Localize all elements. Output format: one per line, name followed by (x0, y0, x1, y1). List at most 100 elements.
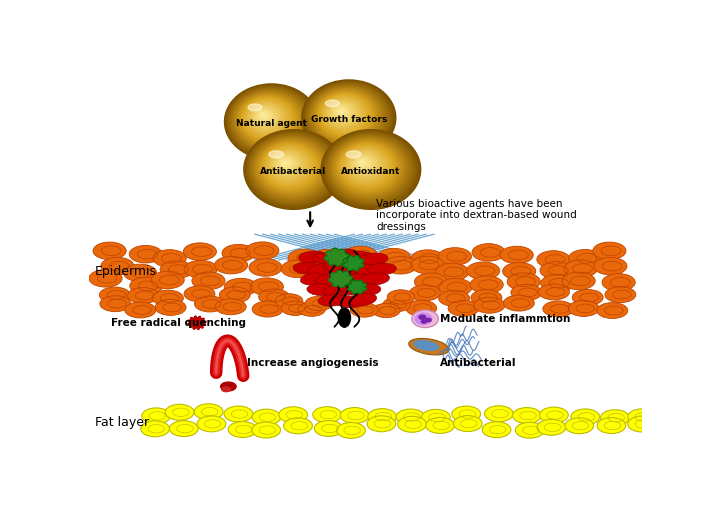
Ellipse shape (277, 156, 297, 172)
Ellipse shape (318, 294, 347, 306)
Ellipse shape (250, 278, 283, 295)
Ellipse shape (224, 406, 253, 422)
Ellipse shape (305, 296, 333, 311)
Ellipse shape (304, 82, 393, 154)
Ellipse shape (325, 133, 415, 205)
Ellipse shape (215, 299, 246, 315)
Ellipse shape (367, 416, 396, 432)
Ellipse shape (343, 147, 390, 185)
Ellipse shape (339, 110, 343, 113)
Ellipse shape (312, 88, 381, 143)
Ellipse shape (313, 407, 342, 422)
Ellipse shape (227, 85, 316, 157)
Ellipse shape (250, 134, 334, 202)
Ellipse shape (327, 100, 360, 127)
Ellipse shape (540, 407, 568, 423)
Ellipse shape (329, 249, 357, 261)
Ellipse shape (314, 420, 343, 436)
Ellipse shape (184, 261, 217, 278)
Polygon shape (324, 248, 349, 266)
Ellipse shape (265, 147, 312, 185)
Ellipse shape (246, 131, 340, 207)
Ellipse shape (562, 272, 595, 290)
Ellipse shape (346, 149, 386, 181)
Ellipse shape (322, 96, 366, 132)
Ellipse shape (352, 284, 381, 296)
Ellipse shape (140, 421, 170, 437)
Ellipse shape (317, 93, 374, 138)
Ellipse shape (314, 89, 379, 142)
Ellipse shape (332, 139, 404, 196)
Ellipse shape (316, 263, 349, 281)
Ellipse shape (471, 290, 502, 306)
Ellipse shape (280, 159, 290, 167)
Ellipse shape (346, 251, 374, 263)
Ellipse shape (254, 138, 329, 197)
Ellipse shape (406, 300, 436, 316)
Ellipse shape (426, 418, 454, 433)
Ellipse shape (337, 142, 399, 192)
Ellipse shape (396, 409, 425, 425)
Ellipse shape (507, 273, 540, 291)
Ellipse shape (332, 138, 406, 197)
Ellipse shape (351, 154, 378, 175)
Ellipse shape (252, 107, 278, 127)
Ellipse shape (245, 130, 342, 208)
Ellipse shape (282, 301, 309, 315)
Ellipse shape (252, 422, 280, 438)
Ellipse shape (368, 263, 396, 275)
Ellipse shape (101, 257, 134, 275)
Ellipse shape (298, 302, 326, 316)
Ellipse shape (100, 296, 130, 312)
Ellipse shape (359, 253, 388, 265)
Ellipse shape (327, 134, 414, 204)
Ellipse shape (252, 301, 283, 317)
Ellipse shape (438, 291, 470, 306)
Ellipse shape (515, 422, 544, 438)
Ellipse shape (568, 300, 599, 316)
Text: Fat layer: Fat layer (95, 416, 149, 429)
Ellipse shape (564, 260, 597, 278)
Ellipse shape (344, 148, 389, 184)
Ellipse shape (347, 150, 384, 180)
Ellipse shape (170, 421, 198, 436)
Ellipse shape (322, 285, 351, 297)
Ellipse shape (315, 91, 376, 140)
Ellipse shape (537, 419, 565, 435)
Ellipse shape (270, 151, 305, 179)
Ellipse shape (537, 251, 570, 268)
Ellipse shape (414, 341, 438, 351)
Ellipse shape (322, 130, 419, 208)
Ellipse shape (307, 284, 336, 296)
Ellipse shape (350, 153, 379, 176)
Text: Natural agent: Natural agent (236, 119, 307, 128)
Ellipse shape (340, 407, 369, 423)
Ellipse shape (538, 284, 570, 300)
Ellipse shape (484, 406, 513, 422)
Ellipse shape (248, 104, 262, 111)
Ellipse shape (354, 264, 382, 277)
Ellipse shape (361, 273, 389, 285)
Ellipse shape (257, 140, 324, 194)
Ellipse shape (255, 139, 327, 196)
Ellipse shape (415, 313, 432, 324)
Ellipse shape (306, 83, 390, 151)
Ellipse shape (311, 87, 384, 146)
Ellipse shape (412, 310, 438, 328)
Ellipse shape (266, 148, 311, 184)
Ellipse shape (350, 303, 378, 317)
Ellipse shape (337, 143, 397, 191)
Ellipse shape (183, 243, 217, 261)
Ellipse shape (99, 287, 130, 303)
Ellipse shape (307, 264, 335, 276)
Ellipse shape (330, 137, 407, 199)
Ellipse shape (123, 264, 157, 282)
Ellipse shape (243, 99, 292, 139)
Ellipse shape (248, 133, 337, 205)
Ellipse shape (263, 145, 315, 187)
Ellipse shape (279, 158, 294, 170)
Ellipse shape (360, 161, 365, 165)
Ellipse shape (247, 102, 285, 133)
Ellipse shape (594, 257, 627, 275)
Ellipse shape (324, 132, 416, 206)
